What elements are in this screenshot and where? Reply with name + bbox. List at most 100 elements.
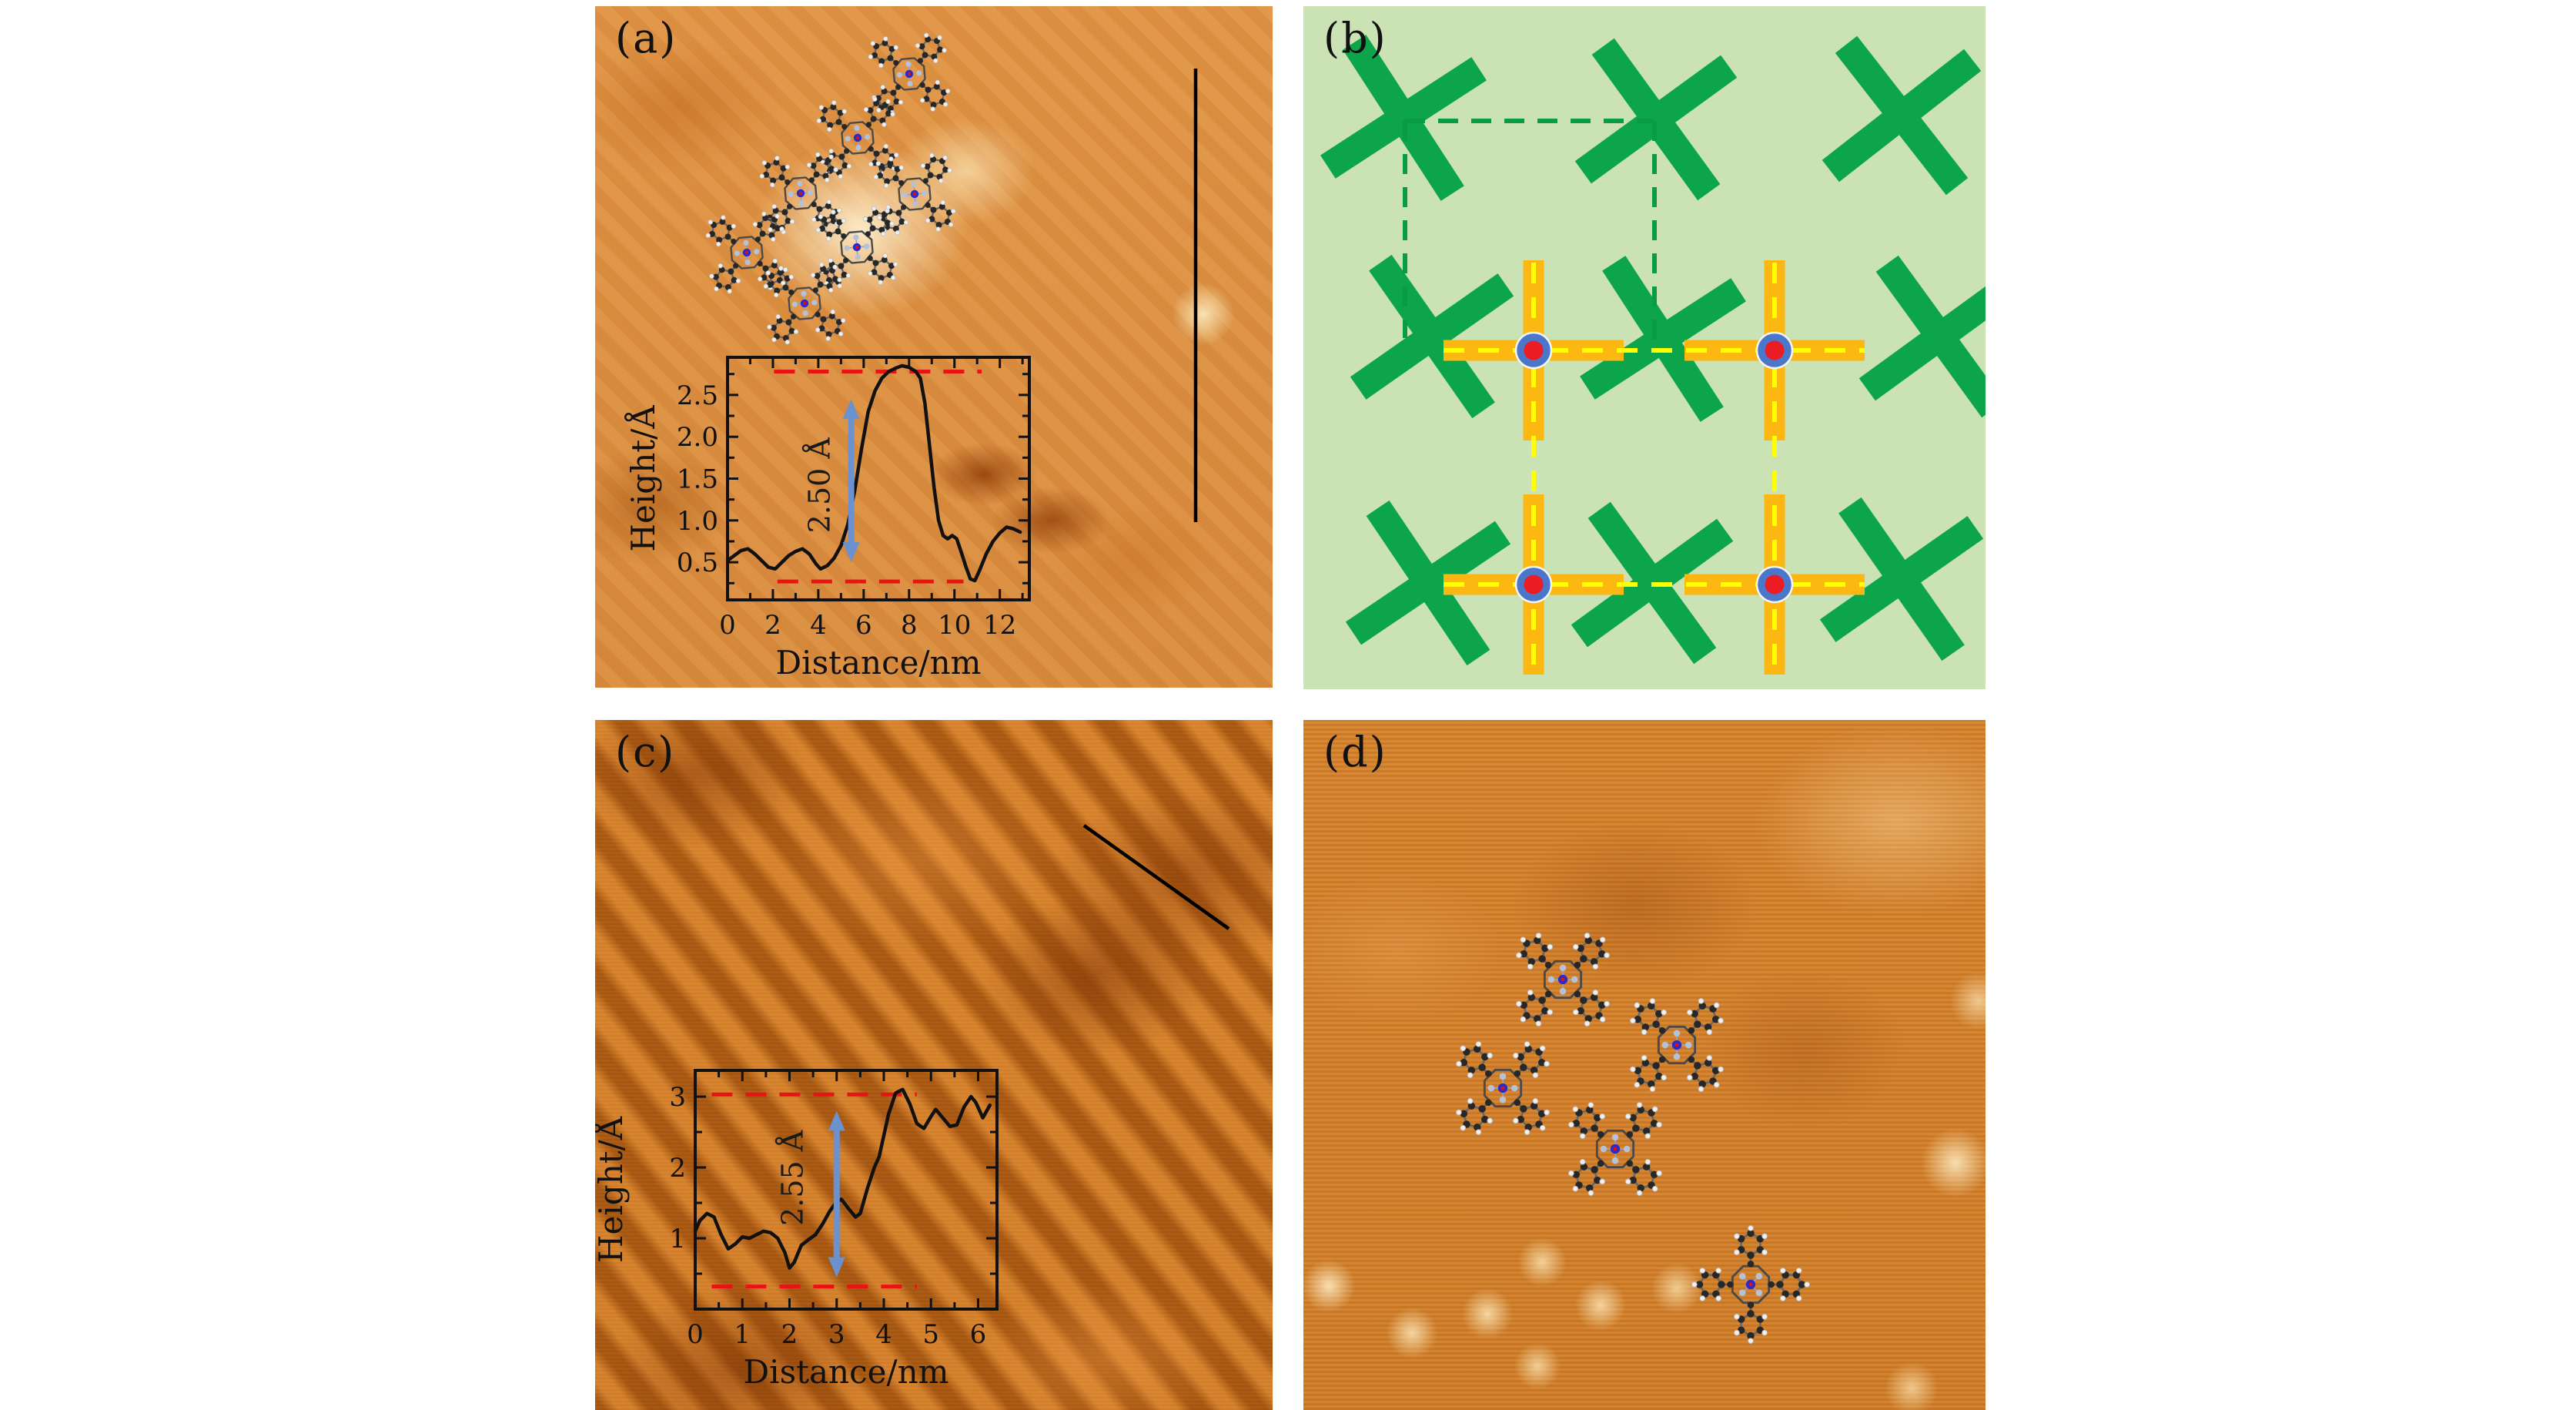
hydrogen-atom	[937, 35, 942, 41]
hydrogen-atom	[831, 209, 836, 215]
panel-label-a: (a)	[615, 14, 677, 62]
hydrogen-atom	[1780, 1268, 1786, 1274]
hydrogen-atom	[767, 324, 772, 330]
hydrogen-atom	[1686, 1074, 1693, 1081]
molecule-model	[1630, 998, 1724, 1092]
nitrogen-atom	[791, 301, 798, 307]
hydrogen-atom	[1644, 1133, 1651, 1140]
hydrogen-atom	[806, 162, 812, 168]
metal-node-inner	[1524, 574, 1544, 594]
nitrogen-atom	[911, 181, 917, 187]
hydrogen-atom	[1547, 943, 1554, 950]
hydrogen-atom	[1535, 1020, 1542, 1027]
hydrogen-atom	[837, 277, 842, 283]
x-tick-label: 2	[781, 1319, 798, 1350]
nitrogen-atom	[1600, 1145, 1607, 1153]
hydrogen-atom	[1535, 933, 1542, 939]
hydrogen-atom	[1572, 1185, 1579, 1192]
molecule-model	[1691, 1225, 1810, 1344]
hydrogen-atom	[775, 313, 781, 320]
hydrogen-atom	[1520, 936, 1527, 943]
x-tick-label: 1	[734, 1319, 751, 1350]
hydrogen-atom	[815, 227, 821, 233]
hydrogen-atom	[1604, 1000, 1610, 1007]
green-cross-molecule	[1350, 254, 1514, 419]
panel-c-stm-image: 0 1 2 3 4 5 6 1 2 3 Distance/nm Height/Å 2.55 Å (c)	[595, 720, 1273, 1410]
green-cross-molecule	[1345, 500, 1511, 666]
y-axis-label: Height/Å	[624, 405, 662, 552]
hydrogen-atom	[1475, 1129, 1482, 1135]
nitrogen-atom	[854, 125, 860, 131]
nitrogen-atom	[1755, 1272, 1763, 1280]
hydrogen-atom	[1644, 1158, 1651, 1165]
hydrogen-atom	[1599, 936, 1606, 943]
hydrogen-atom	[735, 278, 741, 283]
x-axis-label: Distance/nm	[743, 1353, 948, 1391]
hydrogen-atom	[1487, 1117, 1494, 1124]
x-tick-label: 0	[719, 610, 736, 641]
molecule-model	[759, 152, 842, 235]
hydrogen-atom	[948, 222, 954, 227]
hydrogen-atom	[1524, 1129, 1531, 1135]
hydrogen-atom	[1661, 1074, 1668, 1081]
hydrogen-atom	[1761, 1314, 1768, 1320]
hydrogen-atom	[1641, 1029, 1648, 1036]
hydrogen-atom	[867, 271, 873, 276]
nitrogen-atom	[855, 145, 861, 151]
hydrogen-atom	[1780, 1295, 1786, 1301]
hydrogen-atom	[880, 84, 885, 90]
hydrogen-atom	[1706, 1029, 1713, 1036]
hydrogen-atom	[811, 217, 817, 223]
y-tick-label: 2.5	[677, 380, 718, 411]
hydrogen-atom	[1456, 1109, 1462, 1116]
hydrogen-atom	[1748, 1225, 1754, 1231]
nitrogen-atom	[788, 191, 794, 197]
x-tick-label: 4	[810, 610, 827, 641]
molecule-model	[763, 262, 846, 345]
hydrogen-atom	[877, 215, 882, 220]
nitrogen-atom	[754, 249, 760, 255]
hydrogen-atom	[1761, 1249, 1768, 1255]
hydrogen-atom	[888, 156, 894, 162]
molecule-model	[868, 32, 951, 116]
molecule-model	[873, 152, 956, 236]
height-annotation: 2.50 Å	[803, 437, 837, 534]
hydrogen-atom	[727, 289, 732, 294]
hydrogen-atom	[815, 327, 821, 333]
hydrogen-atom	[845, 273, 851, 278]
hydrogen-atom	[841, 109, 848, 114]
hydrogen-atom	[838, 331, 844, 337]
hydrogen-atom	[893, 262, 898, 267]
x-tick-label: 5	[922, 1319, 939, 1350]
nitrogen-atom	[865, 134, 871, 140]
hydrogen-atom	[1532, 1097, 1539, 1104]
panel-label-b: (b)	[1323, 14, 1387, 62]
hydrogen-atom	[705, 233, 711, 238]
hydrogen-atom	[898, 165, 905, 170]
x-tick-label: 0	[687, 1319, 704, 1350]
hydrogen-atom	[1544, 1109, 1550, 1116]
hydrogen-atom	[1572, 1106, 1579, 1113]
hydrogen-atom	[1539, 1124, 1546, 1131]
hydrogen-atom	[1656, 1170, 1662, 1177]
nitrogen-atom	[1571, 976, 1578, 983]
hydrogen-atom	[870, 41, 876, 46]
nitrogen-atom	[1673, 1030, 1681, 1037]
hydrogen-atom	[772, 258, 778, 264]
x-tick-label: 3	[828, 1319, 845, 1350]
hydrogen-atom	[940, 199, 945, 206]
hydrogen-atom	[873, 174, 878, 179]
hydrogen-atom	[1698, 1086, 1705, 1092]
nitrogen-atom	[808, 189, 814, 196]
hydrogen-atom	[846, 163, 852, 169]
hydrogen-atom	[863, 107, 869, 112]
hydrogen-atom	[1572, 943, 1579, 950]
nitrogen-atom	[1611, 1134, 1619, 1141]
molecule-model	[816, 96, 899, 179]
green-cross-molecule	[1858, 255, 1986, 418]
nitrogen-atom	[902, 192, 908, 198]
hydrogen-atom	[841, 318, 846, 323]
hydrogen-atom	[1467, 1097, 1474, 1104]
molecule-model	[1568, 1102, 1662, 1196]
